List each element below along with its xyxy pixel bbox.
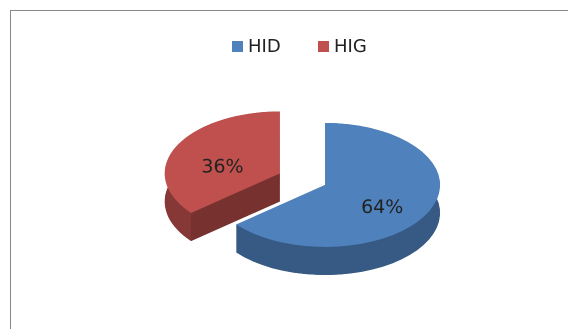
slice xyxy=(164,111,280,241)
slice-top xyxy=(164,111,280,213)
chart-border xyxy=(10,10,568,329)
slice-wall xyxy=(191,173,280,241)
data-label: 64% xyxy=(361,196,403,218)
legend-label: HID xyxy=(248,36,281,57)
legend-swatch xyxy=(232,41,243,52)
legend-swatch xyxy=(318,41,329,52)
data-label: 36% xyxy=(201,156,243,178)
slice xyxy=(236,123,440,275)
slice-top xyxy=(236,123,440,247)
legend-label: HIG xyxy=(334,36,367,57)
